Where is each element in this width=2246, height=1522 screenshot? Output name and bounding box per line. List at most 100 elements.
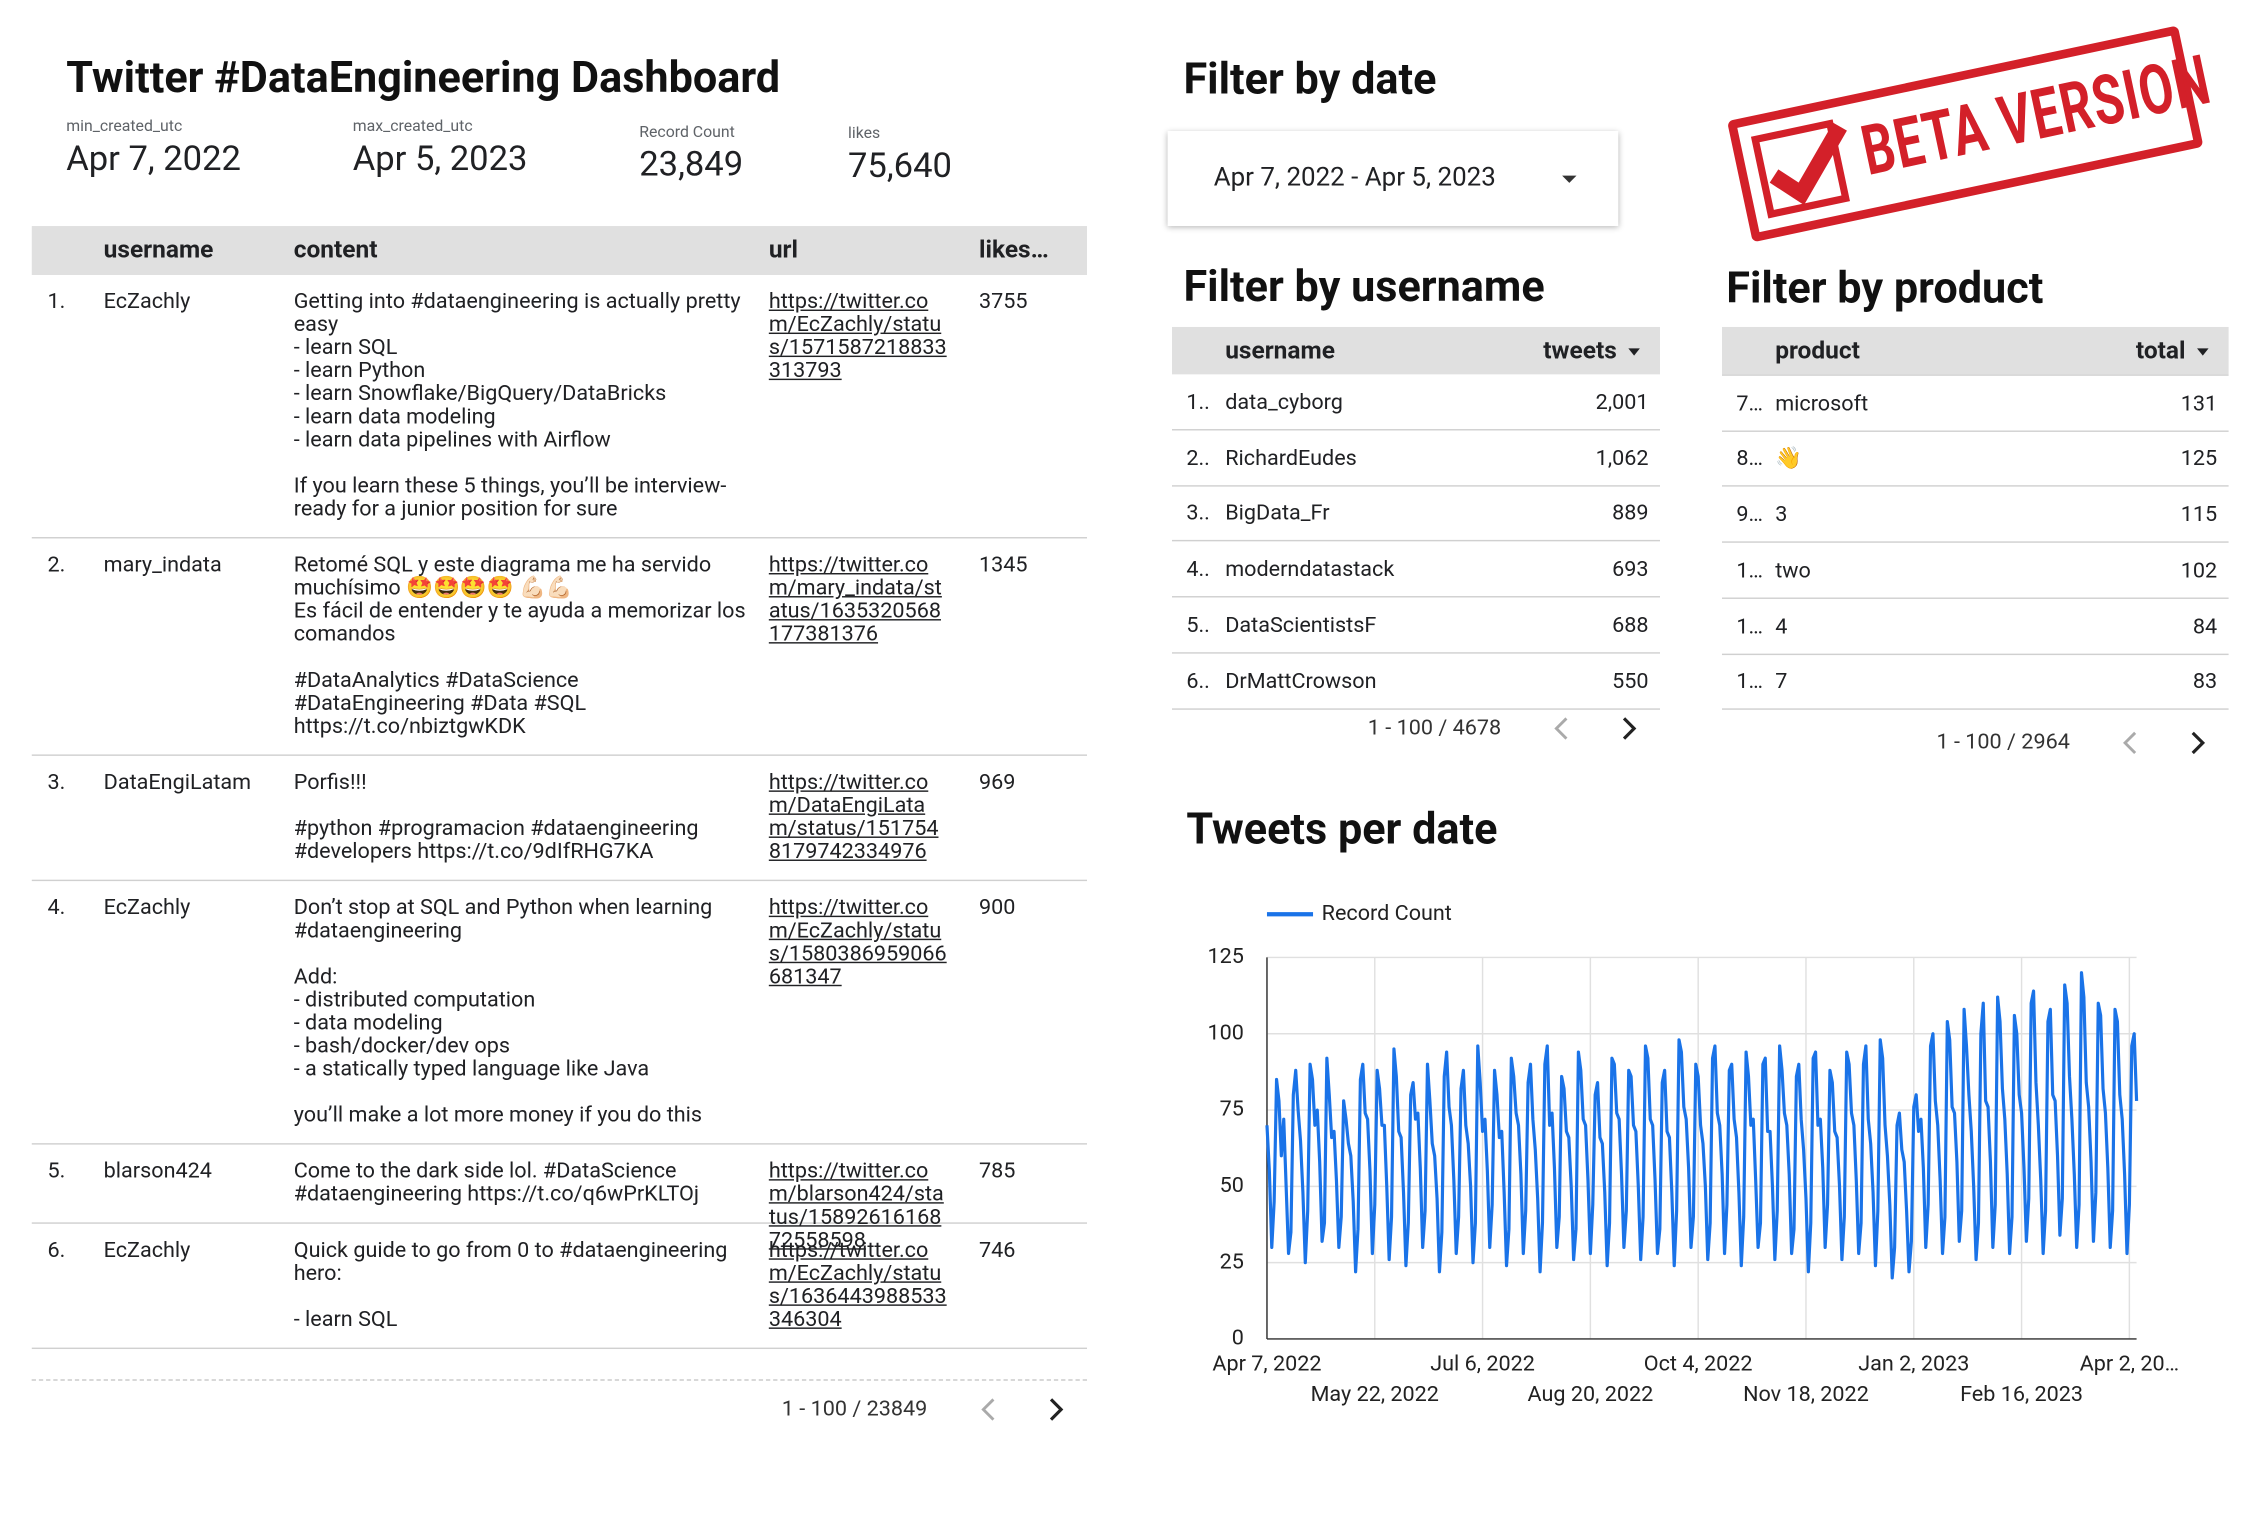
tweet-url[interactable]: https://twitter.com/DataEngiLatam/status…	[768, 768, 939, 864]
likes: 746	[979, 1236, 1016, 1263]
next-page[interactable]	[1049, 1398, 1064, 1421]
prev-page[interactable]	[981, 1398, 995, 1421]
table-row: 5. blarson424 Come to the dark side lol. #…	[31, 1145, 1088, 1251]
tweet-content: Porfis!!! #python #programacion #dataeng…	[293, 768, 699, 864]
row-label: DataScientistsF	[1225, 611, 1377, 638]
filter-table: username tweets 1.. data_cyborg 2,001 2.. Rich…	[1171, 326, 1661, 719]
chart-title: Tweets per date	[1186, 804, 1497, 855]
pager-buttons[interactable]	[2115, 727, 2216, 759]
filter-header: product total	[1721, 326, 2229, 375]
pagination: 1 - 100 / 23849	[781, 1395, 928, 1422]
date-filter-title: Filter by date	[1183, 54, 1437, 106]
table-edge	[31, 1379, 1088, 1381]
x-tick-label: Apr 7, 2022	[1212, 1352, 1321, 1377]
y-tick-label: 75	[1220, 1097, 1244, 1122]
row-count: 693	[1612, 555, 1649, 582]
column-header[interactable]: total	[2136, 337, 2209, 366]
tweet-content: Quick guide to go from 0 to #dataenginee…	[293, 1236, 728, 1332]
pagination: 1 - 100 / 4678	[1367, 714, 1502, 741]
column-header[interactable]: content	[293, 236, 378, 265]
row-label: RichardEudes	[1225, 444, 1357, 471]
tweet-url[interactable]: https://twitter.com/EcZachly/status/1636…	[768, 1236, 947, 1332]
filter-title: Filter by username	[1183, 262, 1545, 313]
x-tick-label: Aug 20, 2022	[1528, 1382, 1654, 1407]
row-label: 4	[1775, 612, 1788, 639]
username: EcZachly	[103, 894, 191, 920]
filter-row[interactable]: 5.. DataScientistsF 688	[1171, 597, 1661, 654]
x-tick-label: Jan 2, 2023	[1858, 1352, 1969, 1377]
row-index: 6..	[1186, 667, 1210, 694]
table-row: 1. EcZachly Getting into #dataengineering …	[31, 275, 1088, 539]
filter-table: producttotal6…weekly1767…microsoft1318…👋…	[1721, 326, 2229, 719]
filter-row[interactable]: 7… microsoft 131	[1721, 375, 2229, 432]
pager-buttons[interactable]	[1546, 713, 1647, 745]
filter-row[interactable]: 9… 3 115	[1721, 487, 2229, 543]
row-count: 125	[2180, 445, 2218, 472]
prev-page[interactable]	[1554, 717, 1568, 740]
column-header[interactable]: product	[1775, 336, 1860, 366]
x-tick-label: Oct 4, 2022	[1644, 1352, 1753, 1377]
column-header[interactable]: tweets	[1543, 337, 1640, 366]
tweets-table: username content url likes… 1. EcZachly Getti…	[31, 226, 1088, 1379]
legend-label: Record Count	[1322, 901, 1452, 926]
next-page[interactable]	[2191, 731, 2206, 755]
filter-title: Filter by product	[1726, 263, 2044, 314]
row-index: 4..	[1186, 555, 1210, 582]
x-tick-label: Apr 2, 20…	[2080, 1352, 2179, 1377]
dashboard-title: Twitter #DataEngineering Dashboard	[66, 53, 781, 104]
filter-row[interactable]: 1… 4 84	[1721, 598, 2229, 655]
pagination: 1 - 100 / 2964	[1936, 728, 2070, 755]
row-index: 9…	[1736, 501, 1763, 528]
filter-row[interactable]: 4.. moderndatastack 693	[1171, 541, 1661, 598]
row-index: 4.	[47, 894, 66, 920]
row-index: 1…	[1736, 556, 1763, 583]
row-label: 7	[1775, 668, 1788, 695]
row-label: moderndatastack	[1225, 555, 1395, 582]
row-count: 102	[2180, 556, 2218, 583]
username: blarson424	[103, 1157, 212, 1184]
filter-row[interactable]: 1… two 102	[1721, 542, 2229, 599]
column-header[interactable]: username	[103, 236, 214, 265]
stat-label: min_created_utc	[66, 116, 183, 136]
y-tick-label: 25	[1220, 1249, 1244, 1274]
username: DataEngiLatam	[103, 768, 252, 795]
column-header[interactable]: url	[768, 236, 798, 265]
stat-value: 23,849	[639, 143, 744, 185]
tweet-url[interactable]: https://twitter.com/EcZachly/status/1580…	[768, 894, 947, 990]
tweet-url[interactable]: https://twitter.com/blarson424/status/15…	[768, 1157, 944, 1253]
stamp-check	[1769, 122, 1847, 205]
tweet-content: Getting into #dataengineering is actuall…	[293, 287, 741, 522]
table-row: 4. EcZachly Don’t stop at SQL and Python w…	[31, 881, 1088, 1145]
filter-row[interactable]: 8… 👋 125	[1721, 431, 2229, 488]
row-index: 3..	[1186, 500, 1210, 527]
prev-page[interactable]	[2123, 731, 2137, 755]
stat-label: max_created_utc	[352, 116, 473, 136]
x-tick-label: May 22, 2022	[1311, 1382, 1439, 1407]
row-index: 2..	[1186, 444, 1210, 471]
filter-row[interactable]: 3.. BigData_Fr 889	[1171, 486, 1661, 542]
column-header[interactable]: username	[1225, 336, 1335, 366]
dropdown-caret	[1562, 175, 1577, 183]
filter-row[interactable]: 6.. DrMattCrowson 550	[1171, 653, 1661, 710]
tweet-url[interactable]: https://twitter.com/mary_indata/status/1…	[768, 551, 942, 647]
row-count: 1,062	[1595, 444, 1649, 471]
filter-row[interactable]: 1.. data_cyborg 2,001	[1171, 374, 1661, 431]
row-count: 688	[1612, 611, 1649, 638]
likes: 969	[979, 768, 1016, 795]
likes: 3755	[979, 287, 1028, 314]
date-range-picker[interactable]: Apr 7, 2022 - Apr 5, 2023	[1167, 131, 1619, 227]
filter-row[interactable]: 2.. RichardEudes 1,062	[1171, 430, 1661, 487]
filter-row[interactable]: 1… 7 83	[1721, 654, 2229, 711]
row-index: 1..	[1186, 388, 1210, 415]
row-index: 8…	[1736, 445, 1763, 472]
next-page[interactable]	[1622, 717, 1637, 740]
column-header[interactable]: likes…	[979, 236, 1049, 265]
table-body: 1. EcZachly Getting into #dataengineering …	[31, 275, 1088, 1350]
tweet-url[interactable]: https://twitter.com/EcZachly/status/1571…	[768, 287, 947, 383]
pager-buttons[interactable]	[973, 1394, 1074, 1426]
row-index: 3.	[47, 768, 66, 795]
y-tick-label: 100	[1208, 1020, 1244, 1045]
row-count: 889	[1612, 500, 1649, 527]
row-label: 👋	[1775, 445, 1803, 472]
